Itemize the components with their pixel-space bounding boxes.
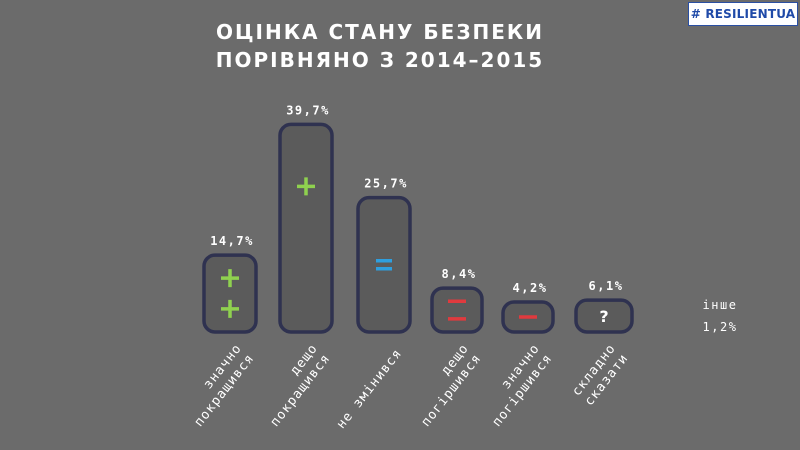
- bar: [430, 286, 484, 334]
- bar: [574, 298, 634, 334]
- bar-group: 39,7% дещопокращився: [255, 103, 334, 430]
- bar-value-label: 4,2%: [513, 281, 548, 295]
- bar-value-label: 25,7%: [364, 177, 408, 191]
- bar-value-label: 39,7%: [286, 103, 330, 117]
- bar-group: 14,7% значнопокращився: [179, 234, 258, 430]
- bar-value-label: 6,1%: [589, 279, 624, 293]
- question-icon: ?: [599, 307, 608, 326]
- category-label: не змінився: [334, 346, 406, 432]
- title-line-2: ПОРІВНЯНО З 2014–2015: [215, 48, 545, 72]
- bar-group: 6,1%? складносказати: [569, 279, 634, 409]
- plus-icon: [221, 299, 239, 318]
- bar: [202, 253, 258, 334]
- plus-icon: [221, 269, 239, 288]
- title-line-1: ОЦІНКА СТАНУ БЕЗПЕКИ: [215, 20, 545, 44]
- bar-group: 4,2% значнопогіршився: [477, 281, 556, 430]
- bar: [278, 122, 334, 334]
- other-note: інше 1,2%: [680, 294, 760, 338]
- bar: [356, 195, 412, 334]
- resilientua-logo: # RESILIENTUA: [688, 2, 798, 26]
- category-label: дещопокращився: [255, 341, 334, 430]
- equals-icon: [376, 259, 392, 271]
- other-value: 1,2%: [702, 320, 738, 334]
- plus-icon: [297, 177, 315, 196]
- bar-group: 25,7% не змінився: [334, 177, 412, 432]
- bar-value-label: 8,4%: [442, 267, 477, 281]
- category-label-line: не змінився: [334, 346, 406, 432]
- chart-title: ОЦІНКА СТАНУ БЕЗПЕКИ ПОРІВНЯНО З 2014–20…: [0, 18, 760, 74]
- category-label: значнопокращився: [179, 341, 258, 430]
- category-label: дещопогіршився: [406, 341, 485, 430]
- bar-value-label: 14,7%: [210, 234, 254, 248]
- category-label: значнопогіршився: [477, 341, 556, 430]
- category-label: складносказати: [569, 341, 631, 409]
- other-label: інше: [702, 298, 738, 312]
- bar-group: 8,4% дещопогіршився: [406, 267, 485, 430]
